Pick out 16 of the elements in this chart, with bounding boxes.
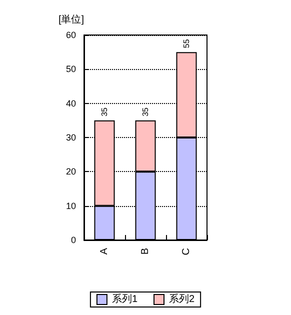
- total-label: 35: [100, 106, 109, 116]
- y-tick-label: 60: [66, 30, 76, 40]
- y-tick-label: 10: [66, 200, 76, 211]
- y-tick-label: 40: [66, 98, 76, 108]
- y-tick-label: 20: [66, 166, 76, 177]
- y-tick-label: 30: [66, 132, 76, 142]
- y-tick-label: 50: [66, 64, 76, 74]
- total-label: 35: [141, 106, 150, 116]
- y-tick-label: 0: [70, 235, 76, 245]
- legend-label: 系列2: [169, 293, 195, 305]
- legend-label: 系列1: [112, 293, 138, 305]
- x-tick-label: A: [99, 248, 110, 255]
- x-tick-label: B: [140, 248, 151, 255]
- total-label: 55: [182, 38, 191, 48]
- y-axis-title: [単位]: [58, 14, 84, 26]
- x-tick-label: C: [181, 248, 192, 256]
